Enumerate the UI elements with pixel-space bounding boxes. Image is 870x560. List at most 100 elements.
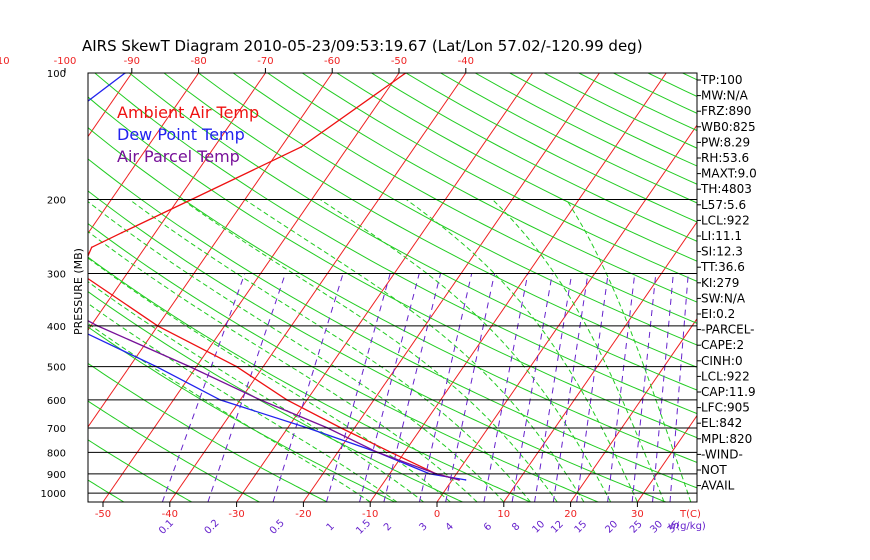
mixing-ratio-label: 0.1	[157, 518, 176, 537]
pressure-tick-label: 800	[47, 448, 66, 459]
series-point	[121, 231, 123, 234]
mixing-ratio-line	[576, 273, 609, 502]
mixing-ratio-label: 3	[417, 521, 429, 533]
pressure-tick-label: 600	[47, 396, 66, 407]
moist-adiabat-line	[319, 199, 612, 502]
isotherm-line	[88, 73, 200, 235]
top-temp-tick-label: -60	[324, 56, 340, 67]
isotherm-line	[570, 317, 697, 502]
series-point	[30, 199, 32, 201]
mixing-ratio-label: 0.5	[268, 518, 287, 537]
top-temp-tick-label: -70	[257, 56, 273, 67]
top-temp-tick-label: -90	[124, 56, 140, 67]
moist-adiabat-line	[88, 322, 371, 502]
moist-adiabat-line	[88, 302, 398, 502]
index-label: KI:279	[701, 276, 739, 290]
x-axis-label: T(C)	[679, 509, 701, 520]
dry-adiabat-line	[88, 362, 328, 502]
top-temp-tick-label: -100	[54, 56, 77, 67]
index-label: MPL:820	[701, 432, 752, 446]
moist-adiabat-line	[244, 199, 585, 502]
dry-adiabat-line	[129, 73, 697, 391]
temp-tick-label: -10	[362, 509, 378, 520]
mixing-ratio-line	[325, 273, 391, 502]
legend-entry: Air Parcel Temp	[117, 147, 240, 166]
dry-adiabat-line	[88, 127, 697, 463]
mixing-ratio-label: 15	[573, 519, 590, 536]
top-temp-tick-label: -40	[458, 56, 474, 67]
dry-adiabat-line	[88, 256, 531, 502]
series-point	[27, 146, 29, 148]
moist-adiabat-line	[181, 199, 558, 502]
legend-entry: Ambient Air Temp	[117, 103, 259, 122]
dry-adiabat-line	[267, 73, 697, 303]
moist-adiabat-line	[88, 281, 424, 502]
mixing-ratio-label: 25	[628, 519, 645, 536]
y-axis-label: PRESSURE (MB)	[72, 248, 85, 335]
plot-frame	[87, 72, 698, 503]
moist-adiabat-line	[88, 230, 478, 502]
mixing-ratio-line	[383, 273, 442, 502]
pressure-tick-label: 100	[47, 69, 66, 80]
mixing-ratio-line	[272, 273, 344, 502]
dry-adiabat-line	[88, 190, 667, 502]
isotherm-line	[838, 73, 870, 502]
mixing-ratio-label: 10	[530, 519, 547, 536]
mixing-ratio-line	[511, 273, 553, 502]
dry-adiabat-line	[232, 73, 697, 324]
dry-adiabat-line	[405, 73, 697, 223]
dry-adiabat-line	[88, 400, 260, 502]
dry-adiabat-line	[88, 223, 599, 502]
mixing-ratio-line	[631, 273, 657, 502]
series-point	[464, 479, 467, 481]
isotherm-line	[88, 73, 133, 138]
dry-adiabat-line	[163, 73, 697, 368]
index-label: TT:36.6	[700, 260, 745, 274]
top-temp-tick-label: -80	[190, 56, 206, 67]
index-label: TH:4803	[700, 182, 752, 196]
index-label: L57:5.6	[701, 198, 746, 212]
dry-adiabat-line	[856, 73, 870, 502]
temp-tick-label: -40	[162, 509, 178, 520]
index-label: LCL:922	[701, 213, 750, 227]
index-label: MW:N/A	[701, 89, 749, 103]
moist-adiabat-line	[129, 199, 531, 502]
mixing-ratio-line	[445, 273, 496, 502]
temp-tick-label: 10	[497, 509, 510, 520]
index-label: FRZ:890	[701, 104, 751, 118]
moist-adiabat-line	[88, 257, 451, 502]
index-label: SW:N/A	[701, 291, 746, 305]
pressure-tick-label: 400	[47, 322, 66, 333]
mixing-ratio-line	[161, 273, 246, 502]
index-label: LFC:905	[701, 401, 750, 415]
chart-title: AIRS SkewT Diagram 2010-05-23/09:53:19.6…	[82, 37, 643, 55]
temp-tick-label: 20	[564, 509, 577, 520]
mixing-ratio-label: 1	[325, 521, 337, 533]
dry-adiabat-line	[302, 73, 697, 282]
pressure-tick-label: 1000	[41, 489, 66, 500]
mixing-ratio-line	[552, 273, 589, 502]
index-label: RH:53.6	[701, 151, 749, 165]
isotherm-line	[88, 73, 266, 331]
mixing-ratio-label: 4	[444, 521, 456, 533]
index-label: LCL:922	[701, 369, 750, 383]
mixing-ratio-label: 30	[648, 519, 665, 536]
moist-adiabat-line	[565, 199, 692, 502]
top-temp-tick-label: -50	[391, 56, 407, 67]
pressure-tick-label: 300	[47, 269, 66, 280]
dry-adiabat-line	[821, 73, 870, 502]
pressure-tick-label: 500	[47, 363, 66, 374]
dry-adiabat-line	[440, 73, 697, 204]
mixing-ratio-label: 6	[482, 521, 494, 533]
dry-adiabat-line	[198, 73, 697, 346]
index-label: CAPE:2	[701, 338, 744, 352]
index-label: EL:842	[701, 416, 742, 430]
dry-adiabat-line	[94, 73, 697, 415]
isotherm-line	[236, 73, 534, 502]
isotherm-line	[436, 124, 697, 502]
isotherm-line	[771, 73, 870, 502]
index-label: AVAIL	[701, 479, 735, 493]
index-label: -WIND-	[701, 447, 743, 461]
temp-tick-label: -50	[95, 509, 111, 520]
